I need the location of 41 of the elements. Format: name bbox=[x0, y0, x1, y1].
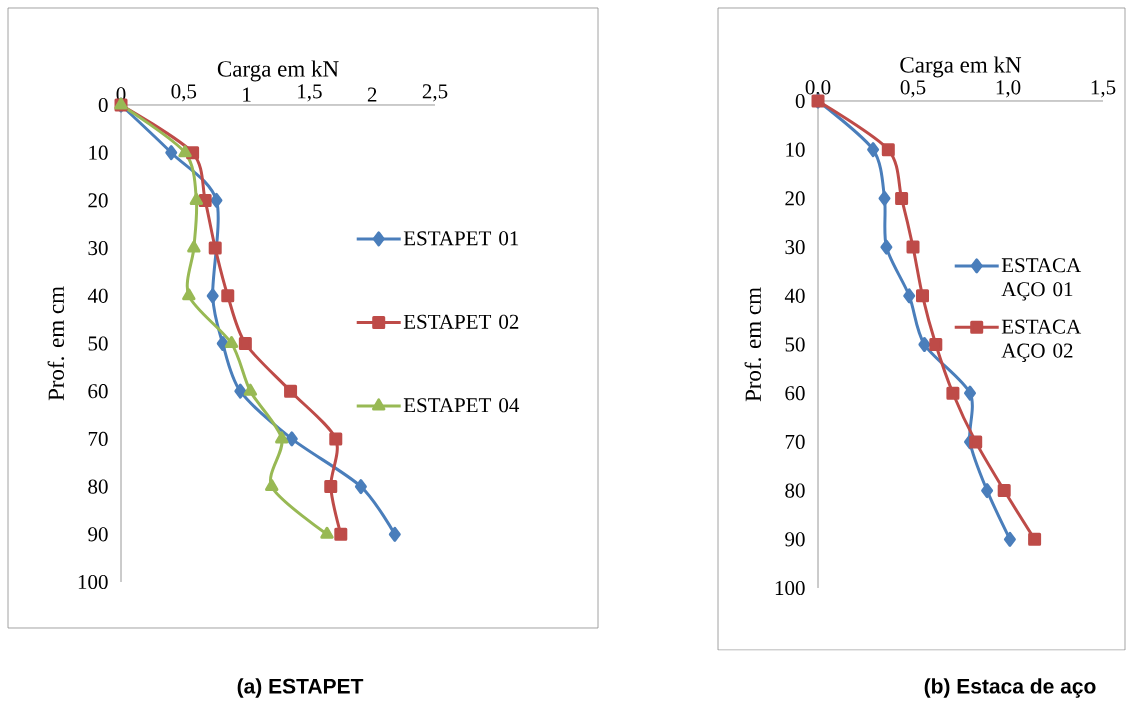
x-axis-title: Carga em kN bbox=[217, 60, 339, 82]
y-tick-label: 80 bbox=[785, 483, 805, 498]
y-tick-label: 90 bbox=[88, 527, 108, 542]
legend-label: ESTAPET 01 bbox=[403, 231, 519, 246]
y-tick-label: 80 bbox=[88, 479, 108, 494]
y-tick-label: 10 bbox=[89, 145, 108, 160]
legend-label: ESTACA AÇO 01 bbox=[1001, 258, 1082, 301]
y-axis-title: Prof. em cm bbox=[744, 287, 762, 402]
text: (b) Estaca de aço bbox=[924, 678, 1096, 698]
x-tick-label: 0,0 bbox=[805, 80, 831, 98]
y-tick-label: 70 bbox=[88, 431, 108, 446]
y-tick-label: 30 bbox=[88, 240, 108, 256]
y-tick-label: 50 bbox=[88, 336, 108, 351]
x-axis-title: Carga em kN bbox=[900, 56, 1022, 78]
y-tick-label: 60 bbox=[88, 384, 108, 399]
y-tick-label: 30 bbox=[785, 239, 805, 255]
legend-label: ESTAPET 04 bbox=[403, 398, 520, 413]
y-tick-label: 70 bbox=[785, 434, 805, 449]
y-tick-label: 20 bbox=[785, 191, 805, 206]
x-tick-label: 1 bbox=[243, 87, 251, 102]
y-tick-label: 60 bbox=[785, 386, 805, 401]
text: (a) ESTAPET bbox=[237, 678, 364, 698]
x-tick-label: 1,0 bbox=[996, 80, 1021, 98]
y-tick-label: 50 bbox=[785, 337, 805, 352]
y-tick-label: 20 bbox=[88, 193, 108, 208]
x-tick-label: 0,5 bbox=[900, 80, 926, 98]
y-tick-label: 100 bbox=[78, 574, 108, 590]
y-tick-label: 90 bbox=[785, 532, 805, 547]
x-tick-label: 1,5 bbox=[1091, 80, 1116, 98]
y-tick-label: 10 bbox=[786, 142, 805, 157]
x-tick-label: 0,5 bbox=[171, 84, 197, 102]
legend-label: ESTACA AÇO 02 bbox=[1001, 319, 1082, 362]
x-tick-label: 2 bbox=[367, 87, 377, 102]
x-tick-label: 2,5 bbox=[422, 84, 448, 102]
legend-label: ESTAPET 02 bbox=[403, 314, 519, 329]
y-axis-title: Prof. em cm bbox=[47, 286, 65, 401]
y-tick-label: 40 bbox=[87, 288, 108, 303]
x-tick-label: 1,5 bbox=[298, 84, 322, 102]
y-tick-label: 40 bbox=[784, 288, 805, 303]
y-tick-label: 0 bbox=[98, 97, 108, 113]
y-tick-label: 100 bbox=[775, 580, 805, 596]
